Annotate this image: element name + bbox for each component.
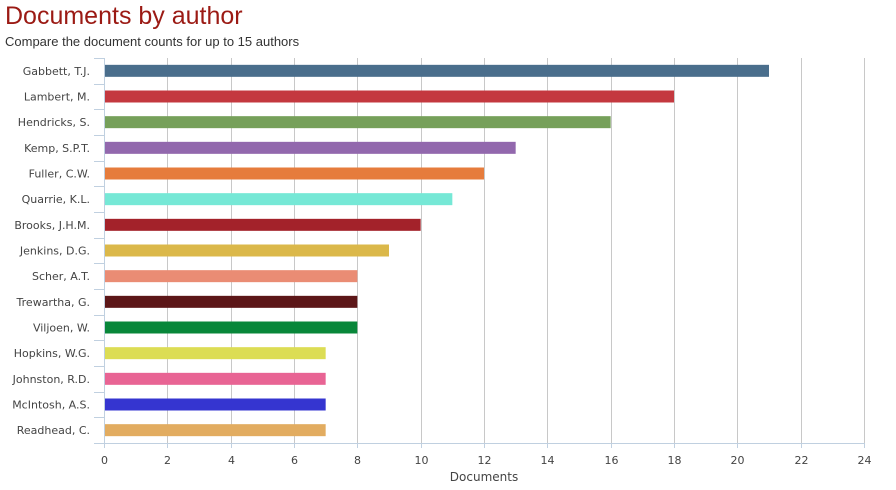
- bar: [105, 398, 326, 411]
- bar: [105, 270, 358, 283]
- y-tick-label: Johnston, R.D.: [12, 373, 90, 386]
- y-tick-label: Kemp, S.P.T.: [24, 142, 90, 155]
- bar: [105, 424, 326, 437]
- x-tick-label: 2: [164, 454, 171, 467]
- bar: [105, 116, 611, 129]
- bar: [105, 244, 389, 257]
- bar: [105, 167, 484, 180]
- y-tick-label: Lambert, M.: [24, 91, 90, 104]
- y-tick-label: Hendricks, S.: [18, 116, 90, 129]
- x-tick-label: 16: [605, 454, 619, 467]
- chart-title: Documents by author: [5, 2, 243, 30]
- y-tick-label: Quarrie, K.L.: [22, 193, 90, 206]
- x-tick-label: 22: [795, 454, 809, 467]
- x-tick-label: 0: [101, 454, 108, 467]
- bar: [105, 321, 358, 334]
- y-tick-label: Hopkins, W.G.: [14, 347, 90, 360]
- bar: [105, 90, 674, 103]
- x-tick-label: 12: [478, 454, 492, 467]
- y-tick-label: Fuller, C.W.: [29, 168, 90, 181]
- x-tick-label: 4: [228, 454, 235, 467]
- y-tick-label: Readhead, C.: [17, 424, 90, 437]
- x-tick-label: 14: [541, 454, 555, 467]
- bar: [105, 218, 421, 231]
- bar: [105, 347, 326, 360]
- bar: [105, 141, 516, 154]
- y-tick-label: Gabbett, T.J.: [23, 65, 90, 78]
- y-tick-label: Scher, A.T.: [32, 270, 90, 283]
- bar: [105, 193, 453, 206]
- x-tick-label: 10: [415, 454, 429, 467]
- y-tick-label: Trewartha, G.: [16, 296, 90, 309]
- x-tick-label: 18: [668, 454, 682, 467]
- x-tick-label: 24: [858, 454, 872, 467]
- y-tick-label: Brooks, J.H.M.: [14, 219, 90, 232]
- y-tick-label: Jenkins, D.G.: [19, 245, 90, 258]
- bar: [105, 295, 358, 308]
- bar: [105, 64, 769, 77]
- chart-subtitle: Compare the document counts for up to 15…: [5, 34, 300, 49]
- x-axis-title: Documents: [450, 470, 518, 484]
- x-tick-label: 6: [291, 454, 298, 467]
- y-tick-label: Viljoen, W.: [33, 322, 90, 335]
- y-tick-label: McIntosh, A.S.: [12, 399, 90, 412]
- x-tick-label: 20: [731, 454, 745, 467]
- x-tick-label: 8: [354, 454, 361, 467]
- bar: [105, 372, 326, 385]
